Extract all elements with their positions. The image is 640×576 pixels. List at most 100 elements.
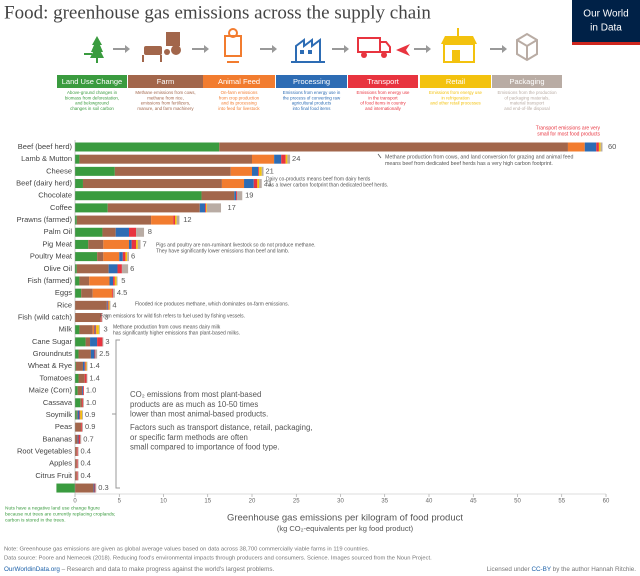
bar-segment	[76, 471, 78, 481]
bar-segment	[206, 203, 222, 213]
y-tick-label: Apples	[49, 459, 72, 468]
footer-part: OurWorldinData.org	[4, 566, 60, 573]
bar-segment	[85, 361, 87, 371]
bar-segment	[244, 179, 254, 189]
bar-segment	[77, 471, 79, 481]
bar-segment	[92, 325, 95, 335]
bar-segment	[84, 373, 87, 383]
bar-segment	[82, 410, 83, 420]
total-label: 21	[264, 179, 272, 188]
bar-segment	[236, 191, 237, 201]
legend-description: agricultural products	[292, 101, 332, 106]
bar-segment	[109, 300, 111, 310]
bar-segment	[75, 325, 80, 335]
legend-description: methane from rice,	[147, 95, 184, 100]
bar-segment	[75, 361, 76, 371]
legend-description: from crop production	[219, 95, 260, 100]
bar-segment	[96, 325, 99, 335]
x-tick-label: 40	[426, 499, 433, 505]
legend-description: into final food items	[293, 106, 332, 111]
total-label: 1.4	[89, 373, 99, 382]
bar-segment	[76, 459, 78, 469]
bar-segment	[259, 179, 262, 189]
y-tick-label: Milk	[59, 325, 73, 334]
bar-segment	[90, 349, 95, 359]
logo-bar	[572, 42, 640, 45]
annotation: small for most food products	[537, 132, 600, 138]
legend-description: material transport	[510, 101, 545, 106]
annotation: Methane production from cows, and land c…	[385, 154, 573, 160]
legend-description: Emissions from energy use	[429, 90, 483, 95]
bar-segment	[75, 264, 77, 274]
bar-segment	[82, 422, 83, 432]
bar-segment	[80, 434, 82, 444]
bar-segment	[230, 166, 252, 176]
bar-segment	[117, 264, 122, 274]
bar-segment	[85, 337, 91, 347]
bar-segment	[75, 410, 77, 420]
bar-segment	[77, 386, 83, 396]
total-label: 12	[183, 215, 191, 224]
annotation: small compared to importance of food typ…	[130, 443, 280, 452]
bar-segment	[598, 142, 601, 152]
total-label: 17	[227, 203, 235, 212]
legend-description: changes in soil carbon	[70, 106, 114, 111]
x-tick-label: 60	[603, 499, 610, 505]
x-tick-label: 50	[514, 499, 521, 505]
bar-segment	[100, 313, 102, 323]
total-label: 2.5	[99, 349, 109, 358]
bar-segment	[281, 154, 286, 164]
bar-segment	[75, 154, 80, 164]
bar-segment	[75, 191, 202, 201]
total-label: 0.3	[98, 483, 108, 492]
bar-segment	[75, 337, 86, 347]
bar-segment	[86, 361, 88, 371]
bar-segment	[75, 361, 83, 371]
legend-description: and its processing	[221, 101, 257, 106]
x-tick-label: 0	[73, 499, 77, 505]
bar-segment	[257, 179, 260, 189]
bar-segment	[75, 313, 101, 323]
legend-description: and belowground	[75, 101, 109, 106]
bar-segment	[127, 252, 129, 262]
bar-segment	[77, 410, 80, 420]
legend-description: of food items in country	[360, 101, 406, 106]
bar-segment	[128, 239, 132, 249]
y-tick-label: Pig Meat	[42, 239, 73, 248]
total-label: 0.4	[81, 459, 91, 468]
bar-segment	[82, 398, 83, 408]
bar-segment	[131, 239, 137, 249]
annotation: They have significantly lower emissions …	[156, 249, 289, 255]
x-tick-label: 5	[118, 499, 122, 505]
legend-description: Methane emissions from cows,	[135, 90, 195, 95]
footer-left: OurWorldinData.org – Research and data t…	[4, 566, 274, 573]
bracket	[112, 339, 120, 489]
annotation: or specific farm methods are often	[130, 433, 248, 442]
logo-box	[572, 0, 640, 44]
total-label: 6	[130, 264, 134, 273]
x-tick-label: 10	[160, 499, 167, 505]
note: Data source: Poore and Nemecek (2018). R…	[4, 556, 432, 562]
annotation: has significantly higher emissions than …	[113, 331, 240, 337]
total-label: 0.4	[81, 471, 91, 480]
bar-segment	[75, 447, 77, 456]
bar-segment	[75, 239, 89, 249]
y-tick-label: Fish (wild catch)	[18, 313, 73, 322]
annotation: carbon is stored in the trees.	[5, 517, 66, 523]
x-tick-label: 55	[558, 499, 565, 505]
bar-segment	[125, 252, 128, 262]
annotation: Flooded rice produces methane, which dom…	[135, 301, 289, 307]
bar-segment	[258, 166, 260, 176]
bar-segment	[76, 447, 78, 456]
bar-segment	[584, 142, 597, 152]
annotation: has a lower carbon footprint than dedica…	[266, 183, 388, 189]
bar-segment	[253, 179, 258, 189]
bar-segment	[77, 459, 79, 469]
x-tick-label: 15	[204, 499, 211, 505]
bar-segment	[101, 313, 103, 323]
legend-description: and other retail processes	[430, 101, 481, 106]
bar-segment	[112, 288, 114, 298]
total-label: 3	[104, 313, 108, 322]
annotation: Farm emissions for wild fish refers to f…	[100, 313, 245, 319]
